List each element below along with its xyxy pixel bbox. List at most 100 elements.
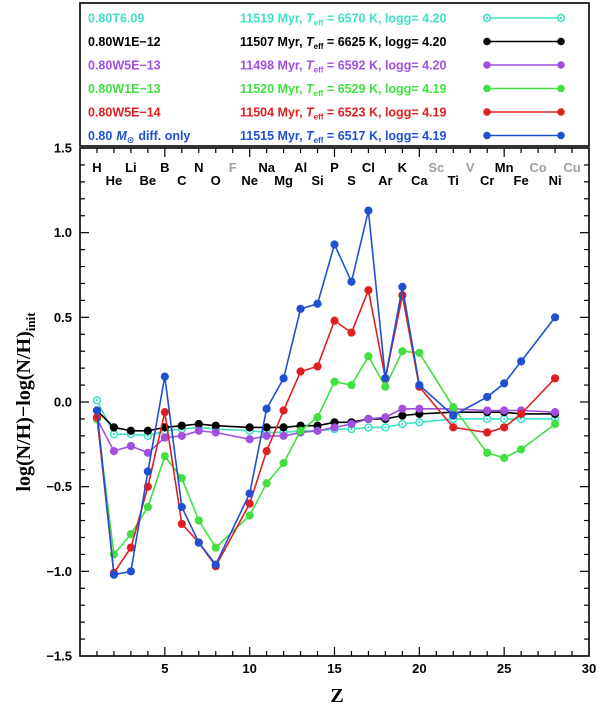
legend-info: 11515 Myr, Teff = 6517 K, logg= 4.19 xyxy=(240,129,446,145)
teff-value: = 6570 K, logg= 4.20 xyxy=(323,12,446,26)
teff-symbol: T xyxy=(306,59,315,73)
data-point-center xyxy=(553,417,557,421)
data-point xyxy=(245,423,254,432)
teff-subscript: eff xyxy=(314,113,324,122)
data-point xyxy=(381,413,390,422)
y-axis-title-group: log(N/H)−log(N/H)init xyxy=(13,312,38,492)
series-line xyxy=(96,287,556,576)
data-point xyxy=(500,406,509,415)
data-point xyxy=(245,511,254,520)
data-point xyxy=(262,479,271,488)
element-label-ti: Ti xyxy=(448,173,459,188)
element-label-p: P xyxy=(330,160,339,175)
teff-symbol: T xyxy=(306,129,315,143)
data-point xyxy=(296,367,305,376)
teff-symbol: T xyxy=(306,35,315,49)
legend-marker-center xyxy=(485,16,489,20)
element-label-cu: Cu xyxy=(563,160,580,175)
data-point xyxy=(449,402,458,412)
data-point xyxy=(177,502,186,512)
x-tick-label: 25 xyxy=(497,661,511,676)
data-point xyxy=(449,411,458,420)
teff-value: = 6517 K, logg= 4.19 xyxy=(323,129,446,143)
data-point xyxy=(279,406,288,415)
element-label-na: Na xyxy=(258,160,275,175)
data-point xyxy=(364,414,373,424)
element-label-f: F xyxy=(229,160,237,175)
data-point xyxy=(449,423,458,432)
element-label-ne: Ne xyxy=(241,173,258,188)
element-label-ca: Ca xyxy=(411,173,428,188)
legend-entry-3: 0.80W1E−13 11520 Myr, Teff = 6529 K, logg… xyxy=(88,82,565,98)
legend-info: 11504 Myr, Teff = 6523 K, logg= 4.19 xyxy=(240,106,446,122)
data-point xyxy=(211,421,220,430)
data-point xyxy=(109,423,119,432)
teff-subscript: eff xyxy=(314,19,324,28)
data-point xyxy=(245,499,254,508)
data-point-center xyxy=(418,421,421,424)
element-label-v: V xyxy=(466,160,475,175)
data-point xyxy=(109,447,119,456)
data-point xyxy=(517,409,526,418)
element-label-h: H xyxy=(92,160,101,175)
legend-marker xyxy=(557,37,565,46)
data-point xyxy=(126,567,135,576)
data-point xyxy=(143,426,152,435)
data-point xyxy=(126,441,135,451)
data-point-center xyxy=(367,426,370,429)
legend-info: 11520 Myr, Teff = 6529 K, logg= 4.19 xyxy=(240,82,446,98)
plot-area xyxy=(79,147,590,657)
element-label-co: Co xyxy=(529,160,546,175)
data-point xyxy=(194,538,203,547)
legend-name: 0.80W1E−13 xyxy=(88,82,161,96)
element-label-b: B xyxy=(160,160,169,175)
y-tick-label: −0.5 xyxy=(46,479,72,494)
data-point xyxy=(194,426,203,435)
legend-marker-center xyxy=(559,16,563,20)
element-label-o: O xyxy=(211,173,221,188)
data-point xyxy=(177,431,186,440)
legend-marker xyxy=(483,37,491,46)
y-tick-label: −1.0 xyxy=(46,564,72,579)
data-point xyxy=(330,316,339,325)
legend-entry-0: 0.80T6.09 11519 Myr, Teff = 6570 K, logg=… xyxy=(88,12,566,28)
data-point xyxy=(398,347,407,356)
x-tick-label: 15 xyxy=(327,661,341,676)
plot-frame xyxy=(79,147,590,657)
data-point xyxy=(160,408,169,417)
element-label-n: N xyxy=(194,160,203,175)
data-point xyxy=(483,392,492,402)
element-label-li: Li xyxy=(125,160,137,175)
data-point xyxy=(279,423,288,432)
legend-name-suffix: diff. only xyxy=(138,129,190,143)
teff-value: = 6592 K, logg= 4.20 xyxy=(323,59,446,73)
data-point xyxy=(381,382,390,391)
legend-name: 0.80 M⊙ diff. only xyxy=(88,129,190,145)
teff-value: = 6529 K, logg= 4.19 xyxy=(323,82,446,96)
data-point xyxy=(381,374,390,383)
data-point xyxy=(279,374,288,383)
legend-marker xyxy=(483,108,491,116)
legend-name: 0.80W1E−12 xyxy=(88,35,161,49)
data-point xyxy=(160,372,169,381)
data-point xyxy=(143,502,152,512)
data-point xyxy=(313,426,322,435)
data-point-center xyxy=(146,434,150,438)
data-point-center xyxy=(112,432,116,436)
x-tick-label: 5 xyxy=(161,661,168,676)
teff-subscript: eff xyxy=(314,66,324,75)
data-point xyxy=(364,206,373,215)
teff-subscript: eff xyxy=(314,89,324,98)
legend-marker xyxy=(483,84,491,93)
data-point xyxy=(262,447,271,456)
element-label-mn: Mn xyxy=(495,160,514,175)
data-point xyxy=(364,286,373,295)
y-tick-label: 0.0 xyxy=(54,395,72,410)
legend-info: 11507 Myr, Teff = 6625 K, logg= 4.20 xyxy=(240,35,446,51)
y-tick-label: −1.5 xyxy=(46,649,72,664)
data-point xyxy=(279,458,288,468)
data-point xyxy=(194,419,203,429)
teff-subscript: eff xyxy=(314,136,324,145)
data-point xyxy=(483,448,492,457)
data-point xyxy=(550,419,560,429)
